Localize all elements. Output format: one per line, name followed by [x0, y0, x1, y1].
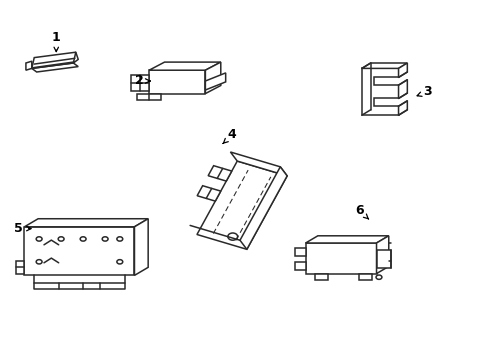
Polygon shape: [359, 274, 371, 280]
Polygon shape: [398, 63, 407, 77]
Polygon shape: [16, 261, 24, 274]
Text: 2: 2: [135, 75, 150, 87]
Text: 4: 4: [223, 129, 236, 144]
Polygon shape: [294, 248, 305, 256]
Polygon shape: [32, 52, 76, 68]
Polygon shape: [130, 75, 149, 91]
Polygon shape: [361, 68, 398, 115]
Polygon shape: [149, 62, 221, 70]
Polygon shape: [197, 186, 220, 201]
Polygon shape: [240, 167, 286, 249]
Polygon shape: [205, 73, 225, 90]
Polygon shape: [149, 70, 205, 94]
Polygon shape: [24, 219, 148, 227]
Polygon shape: [26, 61, 32, 70]
Polygon shape: [376, 236, 388, 274]
Polygon shape: [32, 63, 78, 72]
Polygon shape: [294, 262, 305, 270]
Polygon shape: [197, 161, 286, 249]
Polygon shape: [398, 80, 407, 98]
Text: 6: 6: [354, 204, 368, 219]
Polygon shape: [361, 63, 407, 68]
Polygon shape: [137, 94, 161, 100]
Polygon shape: [305, 236, 388, 243]
Polygon shape: [398, 101, 407, 115]
Polygon shape: [230, 152, 286, 176]
Polygon shape: [205, 62, 221, 94]
Polygon shape: [376, 250, 390, 268]
Text: 5: 5: [14, 222, 31, 235]
Polygon shape: [305, 243, 376, 274]
Polygon shape: [24, 227, 134, 275]
Polygon shape: [134, 219, 148, 275]
Polygon shape: [208, 166, 231, 181]
Polygon shape: [315, 274, 327, 280]
Text: 3: 3: [416, 85, 431, 98]
Text: 1: 1: [52, 31, 61, 51]
